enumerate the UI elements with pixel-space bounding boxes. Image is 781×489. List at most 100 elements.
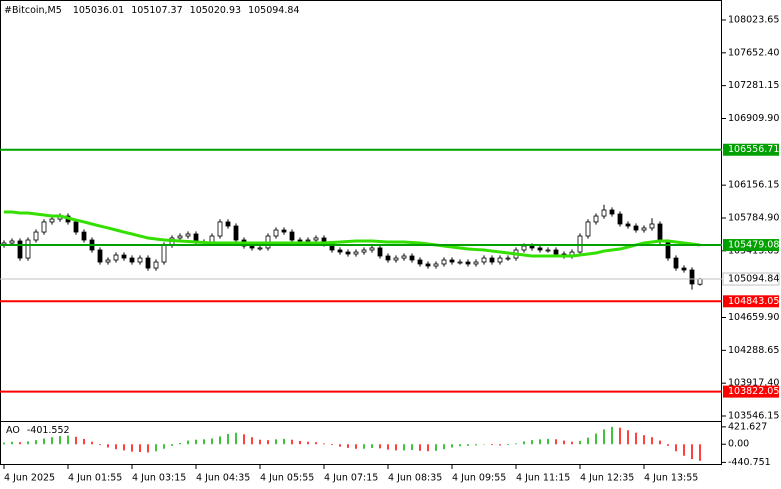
candle-body — [657, 223, 663, 243]
candle-body — [681, 267, 687, 271]
y-tick-label: 0.00 — [728, 439, 749, 450]
candle-body — [473, 261, 479, 265]
candle-body — [137, 257, 143, 263]
x-tick-label: 4 Jun 09:55 — [452, 473, 506, 484]
y-tick-label: 106909.90 — [728, 113, 779, 124]
candle-body — [617, 213, 623, 225]
candle-body — [73, 221, 79, 233]
header-close: 105094.84 — [248, 5, 299, 16]
header-open: 105036.01 — [73, 5, 124, 16]
y-tick-label: 106156.15 — [728, 180, 779, 191]
candle-body — [249, 245, 255, 249]
candle-body — [33, 231, 39, 241]
candle-body — [441, 259, 447, 265]
level-box — [723, 143, 779, 156]
level-box — [723, 295, 779, 308]
candle-body — [449, 259, 455, 263]
level-label: 105479.08 — [728, 240, 779, 251]
x-tick-label: 4 Jun 2025 — [4, 473, 55, 484]
chart-header: #Bitcoin,M5 105036.01 105107.37 105020.9… — [4, 5, 299, 16]
candle-body — [649, 223, 655, 229]
candle-body — [49, 218, 55, 223]
candle-body — [17, 240, 23, 259]
candle-body — [329, 243, 335, 251]
candle-body — [105, 259, 111, 263]
candle-body — [489, 257, 495, 263]
level-label: 103822.05 — [728, 386, 779, 397]
y-tick-label: 103917.40 — [728, 378, 779, 389]
candle-body — [377, 247, 383, 257]
candle-body — [337, 249, 343, 253]
candle-body — [361, 249, 367, 253]
candle-body — [9, 240, 15, 244]
x-tick-label: 4 Jun 03:15 — [132, 473, 186, 484]
candle-body — [417, 259, 423, 265]
current-price-label: 105094.84 — [728, 274, 779, 285]
x-tick-label: 4 Jun 11:15 — [516, 473, 570, 484]
candle-body — [281, 229, 287, 233]
candle-body — [425, 263, 431, 267]
y-tick-label: -440.751 — [728, 457, 771, 468]
candle-body — [529, 245, 535, 249]
candle-body — [673, 257, 679, 269]
candle-body — [257, 247, 263, 250]
candle-body — [577, 235, 583, 253]
candle-body — [353, 251, 359, 255]
x-tick-label: 4 Jun 12:35 — [580, 473, 634, 484]
candle-body — [97, 249, 103, 263]
x-tick-label: 4 Jun 08:35 — [388, 473, 442, 484]
candle-body — [593, 215, 599, 223]
candle-body — [177, 235, 183, 239]
candle-body — [481, 257, 487, 263]
candle-body — [145, 257, 151, 269]
y-tick-label: 108023.65 — [728, 14, 779, 25]
level-label: 104843.05 — [728, 296, 779, 307]
candle-body — [153, 261, 159, 269]
candle-body — [409, 255, 415, 261]
candle-body — [273, 229, 279, 237]
candle-body — [505, 257, 511, 260]
y-tick-label: 104288.65 — [728, 345, 779, 356]
candle-body — [185, 233, 191, 237]
candle-body — [601, 209, 607, 217]
candle-body — [465, 261, 471, 265]
ao-current: -401.552 — [27, 425, 70, 436]
candle-body — [113, 254, 119, 261]
level-box — [723, 385, 779, 398]
candle-body — [297, 239, 303, 242]
candle-body — [385, 255, 391, 261]
candle-body — [81, 231, 87, 241]
symbol: #Bitcoin,M5 — [4, 5, 62, 16]
candle-body — [585, 221, 591, 237]
candle-body — [313, 237, 319, 241]
candle-body — [233, 225, 239, 241]
candle-body — [393, 257, 399, 261]
candle-body — [25, 239, 31, 259]
y-tick-label: 421.627 — [728, 421, 767, 432]
header-low: 105020.93 — [190, 5, 241, 16]
x-tick-label: 4 Jun 13:55 — [644, 473, 698, 484]
candle-body — [553, 249, 559, 255]
x-tick-label: 4 Jun 05:55 — [260, 473, 314, 484]
y-tick-label: 107281.15 — [728, 80, 779, 91]
y-tick-label: 104659.90 — [728, 312, 779, 323]
candle-body — [625, 223, 631, 227]
ao-title: AO — [6, 425, 20, 436]
candle-body — [161, 244, 167, 263]
candle-body — [457, 261, 463, 264]
level-box — [723, 239, 779, 252]
ao-header: AO -401.552 — [6, 425, 70, 436]
candle-body — [609, 209, 615, 215]
level-label: 106556.71 — [728, 144, 779, 155]
candle-body — [697, 278, 703, 285]
candle-body — [345, 251, 351, 255]
candle-body — [129, 257, 135, 263]
candle-body — [521, 245, 527, 251]
candle-body — [545, 249, 551, 252]
candle-body — [217, 221, 223, 237]
candle-body — [433, 263, 439, 267]
plot-frame — [0, 0, 722, 465]
moving-average — [4, 210, 701, 258]
